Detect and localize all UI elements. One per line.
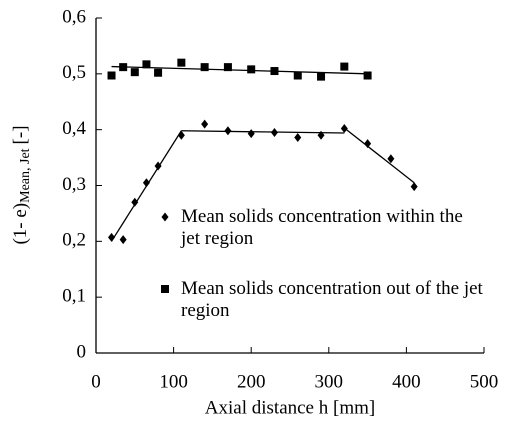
- square-marker: [247, 65, 256, 74]
- y-title-subscript: Mean, Jet: [18, 148, 33, 203]
- y-tick-label: 0: [77, 341, 87, 362]
- square-marker: [200, 63, 209, 72]
- y-axis-title: (1- e)Mean, Jet [-]: [10, 125, 33, 244]
- square-marker: [363, 71, 372, 80]
- diamond-marker: [154, 161, 162, 171]
- trend-line: [343, 127, 415, 184]
- square-marker: [107, 71, 116, 80]
- diamond-marker: [108, 232, 116, 242]
- legend-label: Mean solids concentration out of the jet…: [181, 278, 483, 321]
- square-marker: [161, 285, 169, 293]
- y-tick-label: 0,3: [62, 174, 86, 195]
- diamond-marker: [177, 130, 185, 140]
- diamond-marker: [119, 235, 127, 245]
- y-title-unit: [-]: [10, 125, 31, 144]
- diamond-marker: [247, 129, 255, 139]
- square-marker: [340, 62, 349, 71]
- diamond-marker: [410, 182, 418, 192]
- y-tick-label: 0,5: [62, 62, 86, 83]
- square-marker: [154, 68, 163, 77]
- y-tick-label: 0,6: [62, 6, 86, 27]
- x-axis-title: Axial distance h [mm]: [205, 397, 375, 418]
- diamond-marker: [142, 178, 150, 188]
- x-tick-label: 400: [392, 371, 421, 392]
- x-tick-label: 100: [159, 371, 188, 392]
- x-tick-label: 0: [91, 371, 101, 392]
- x-tick-label: 500: [470, 371, 499, 392]
- square-marker: [270, 67, 279, 76]
- diamond-marker: [224, 126, 232, 136]
- diamond-marker: [294, 132, 302, 142]
- square-marker: [130, 68, 139, 77]
- x-tick-label: 200: [237, 371, 266, 392]
- square-marker: [317, 72, 326, 81]
- diamond-marker: [317, 130, 325, 140]
- square-marker: [177, 58, 186, 67]
- diamond-marker: [340, 124, 348, 134]
- trend-line: [181, 130, 345, 134]
- square-marker: [142, 60, 151, 69]
- trend-line: [111, 65, 368, 75]
- y-tick-label: 0,4: [62, 118, 86, 139]
- y-tick-label: 0,2: [62, 230, 86, 251]
- diamond-marker: [201, 119, 209, 129]
- diamond-marker: [364, 139, 372, 149]
- legend-label: Mean solids concentration within the jet…: [181, 206, 463, 249]
- square-marker: [293, 71, 302, 80]
- y-title-main: (1- e): [10, 203, 31, 245]
- diamond-marker: [270, 127, 278, 137]
- y-tick-label: 0,1: [62, 286, 86, 307]
- diamond-marker: [131, 197, 139, 207]
- x-tick-label: 300: [315, 371, 344, 392]
- diamond-marker: [161, 212, 169, 222]
- diamond-marker: [387, 154, 395, 164]
- square-marker: [119, 63, 128, 72]
- square-marker: [223, 63, 232, 72]
